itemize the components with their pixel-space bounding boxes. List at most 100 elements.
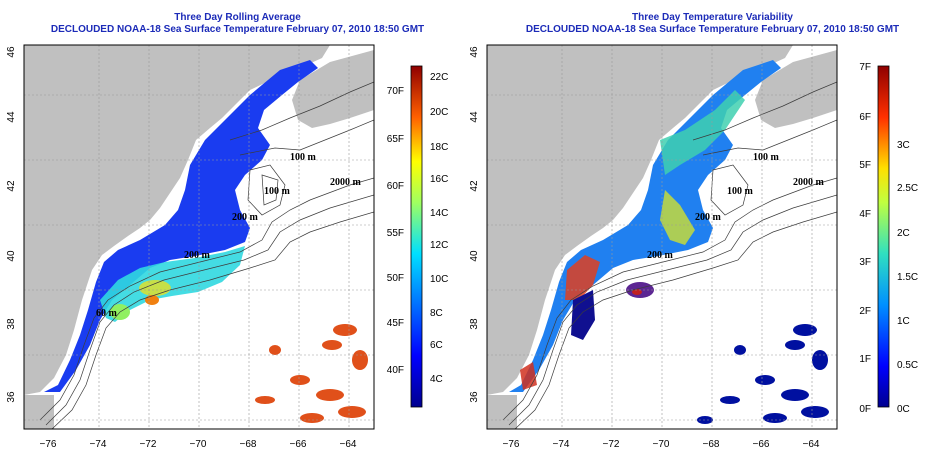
cb-c-1: 1C bbox=[897, 316, 910, 327]
lon-tick-76: −76 bbox=[40, 439, 57, 450]
left-panel: Three Day Rolling Average DECLOUDED NOAA… bbox=[6, 12, 448, 450]
lon-tick-74: −74 bbox=[553, 439, 570, 450]
contour-label-100m-a: 100 m bbox=[290, 152, 317, 163]
grid-lines bbox=[24, 45, 374, 429]
lat-tick-36: 36 bbox=[469, 391, 480, 403]
contour-label-100m-b: 100 m bbox=[727, 186, 754, 197]
cb-c-18: 18C bbox=[430, 142, 448, 153]
land-mass bbox=[24, 45, 330, 395]
cb-c-0: 0C bbox=[897, 404, 910, 415]
cb-f-40: 40F bbox=[387, 365, 404, 376]
left-map-svg: 100 m 2000 m 100 m 200 m 200 m 60 m 36 3… bbox=[6, 44, 448, 450]
lat-tick-42: 42 bbox=[469, 180, 480, 192]
lon-tick-68: −68 bbox=[703, 439, 720, 450]
colorbar-celsius-labels: 22C 20C 18C 16C 14C 12C 10C 8C 6C 4C bbox=[430, 72, 448, 385]
lon-tick-70: −70 bbox=[190, 439, 207, 450]
cb-f-5: 5F bbox=[859, 160, 871, 171]
right-title-line1: Three Day Temperature Variability bbox=[632, 12, 793, 23]
sst-colorbar bbox=[410, 65, 423, 408]
lat-tick-38: 38 bbox=[469, 318, 480, 330]
cb-c-20: 20C bbox=[430, 107, 448, 118]
colorbar-fahrenheit-labels: 70F 65F 60F 55F 50F 45F 40F bbox=[387, 86, 404, 376]
cb-f-70: 70F bbox=[387, 86, 404, 97]
cb-f-50: 50F bbox=[387, 273, 404, 284]
left-title-line1: Three Day Rolling Average bbox=[174, 12, 301, 23]
contour-label-2000m: 2000 m bbox=[330, 177, 362, 188]
contour-label-200m-b: 200 m bbox=[232, 212, 259, 223]
lat-tick-42: 42 bbox=[6, 180, 17, 192]
lat-tick-44: 44 bbox=[469, 111, 480, 123]
lat-tick-46: 46 bbox=[6, 46, 17, 58]
cb-f-65: 65F bbox=[387, 134, 404, 145]
lon-tick-64: −64 bbox=[803, 439, 820, 450]
cb-c-1-5: 1.5C bbox=[897, 272, 918, 283]
cb-f-4: 4F bbox=[859, 209, 871, 220]
lat-tick-38: 38 bbox=[6, 318, 17, 330]
cb-c-2-5: 2.5C bbox=[897, 183, 918, 194]
cb-f-1: 1F bbox=[859, 354, 871, 365]
nova-scotia-land bbox=[292, 50, 374, 128]
variability-offshore-patches bbox=[697, 324, 829, 424]
grid-lines bbox=[487, 45, 837, 429]
contour-label-200m-a: 200 m bbox=[184, 250, 211, 261]
cb-c-3: 3C bbox=[897, 140, 910, 151]
cb-c-12: 12C bbox=[430, 240, 448, 251]
lon-tick-68: −68 bbox=[240, 439, 257, 450]
cb-f-2: 2F bbox=[859, 306, 871, 317]
contour-label-2000m: 2000 m bbox=[793, 177, 825, 188]
lon-tick-74: −74 bbox=[90, 439, 107, 450]
cb-f-45: 45F bbox=[387, 318, 404, 329]
nova-scotia-land bbox=[755, 50, 837, 128]
right-panel: Three Day Temperature Variability DECLOU… bbox=[469, 0, 950, 475]
cb-f-7: 7F bbox=[859, 62, 871, 73]
lat-tick-46: 46 bbox=[469, 46, 480, 58]
right-map-area: 100 m 2000 m 100 m 200 m 200 m bbox=[487, 45, 837, 429]
sst-shelf-cold bbox=[44, 60, 318, 392]
contour-label-100m-a: 100 m bbox=[753, 152, 780, 163]
right-title-line2: DECLOUDED NOAA-18 Sea Surface Temperatur… bbox=[525, 24, 900, 35]
sst-warm-slope bbox=[100, 246, 245, 322]
cb-c-8: 8C bbox=[430, 308, 443, 319]
cb-f-3: 3F bbox=[859, 257, 871, 268]
cb-c-2: 2C bbox=[897, 228, 910, 239]
longitude-axis: −76 −74 −72 −70 −68 −66 −64 bbox=[40, 439, 357, 450]
right-map-svg: 100 m 2000 m 100 m 200 m 200 m 36 38 40 … bbox=[469, 44, 918, 450]
map-frame bbox=[23, 44, 375, 430]
cb-f-0: 0F bbox=[859, 404, 871, 415]
colorbar-fahrenheit-labels: 7F 6F 5F 4F 3F 2F 1F 0F bbox=[859, 62, 871, 415]
contour-label-60m: 60 m bbox=[96, 308, 118, 319]
cb-c-22: 22C bbox=[430, 72, 448, 83]
cb-c-4: 4C bbox=[430, 374, 443, 385]
contour-label-200m-b: 200 m bbox=[695, 212, 722, 223]
contour-label-200m-a: 200 m bbox=[647, 250, 674, 261]
left-map-area: 100 m 2000 m 100 m 200 m 200 m 60 m bbox=[24, 45, 374, 429]
cb-f-60: 60F bbox=[387, 181, 404, 192]
contour-label-100m-b: 100 m bbox=[264, 186, 291, 197]
lat-tick-40: 40 bbox=[469, 250, 480, 262]
variability-colorbar bbox=[877, 65, 890, 408]
cb-f-55: 55F bbox=[387, 228, 404, 239]
lat-tick-44: 44 bbox=[6, 111, 17, 123]
sst-gulfstream-patches bbox=[255, 324, 368, 423]
lon-tick-72: −72 bbox=[603, 439, 620, 450]
left-title-line2: DECLOUDED NOAA-18 Sea Surface Temperatur… bbox=[50, 24, 425, 35]
colorbar-celsius-labels: 3C 2.5C 2C 1.5C 1C 0.5C 0C bbox=[897, 140, 918, 415]
lat-tick-36: 36 bbox=[6, 391, 17, 403]
bathymetry-contours bbox=[39, 81, 374, 429]
cb-c-14: 14C bbox=[430, 208, 448, 219]
cb-f-6: 6F bbox=[859, 112, 871, 123]
cb-c-10: 10C bbox=[430, 274, 448, 285]
cb-c-16: 16C bbox=[430, 174, 448, 185]
cb-c-6: 6C bbox=[430, 340, 443, 351]
land-mass bbox=[487, 45, 793, 395]
lon-tick-72: −72 bbox=[140, 439, 157, 450]
cb-c-0-5: 0.5C bbox=[897, 360, 918, 371]
lon-tick-64: −64 bbox=[340, 439, 357, 450]
lon-tick-70: −70 bbox=[653, 439, 670, 450]
lat-tick-40: 40 bbox=[6, 250, 17, 262]
lon-tick-66: −66 bbox=[290, 439, 307, 450]
longitude-axis: −76 −74 −72 −70 −68 −66 −64 bbox=[503, 439, 820, 450]
variability-shelf bbox=[509, 60, 781, 392]
latitude-axis: 36 38 40 42 44 46 bbox=[6, 46, 17, 403]
lon-tick-76: −76 bbox=[503, 439, 520, 450]
